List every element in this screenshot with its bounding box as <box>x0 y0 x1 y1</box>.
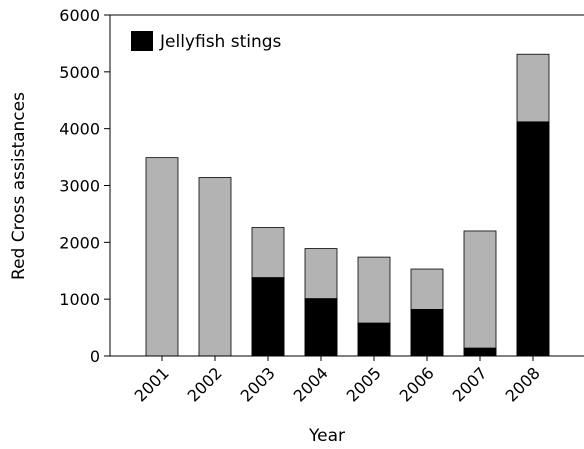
y-tick-label: 1000 <box>59 290 100 309</box>
x-tick-label: 2007 <box>449 363 491 405</box>
x-tick-label: 2005 <box>343 363 385 405</box>
x-tick-label: 2004 <box>290 363 332 405</box>
bar-total-2001 <box>145 157 179 357</box>
bar-total-2002 <box>198 177 232 357</box>
plot-frame <box>109 14 584 357</box>
bar-subset-2004 <box>304 298 338 357</box>
bar-subset-2007 <box>463 347 497 357</box>
y-tick-label: 3000 <box>59 177 100 196</box>
legend-label-jellyfish: Jellyfish stings <box>159 32 282 52</box>
y-tick-label: 0 <box>90 347 100 366</box>
bars-group <box>145 53 550 357</box>
y-tick-label: 4000 <box>59 120 100 139</box>
x-tick-label: 2006 <box>396 363 438 405</box>
bar-total-2007 <box>463 230 497 357</box>
y-tick-label: 2000 <box>59 233 100 252</box>
legend: Jellyfish stings <box>131 31 282 52</box>
bar-subset-2003 <box>251 277 285 357</box>
y-tick-label: 6000 <box>59 6 100 25</box>
legend-swatch-jellyfish <box>131 31 153 51</box>
bar-subset-2005 <box>357 322 391 357</box>
x-axis-label: Year <box>308 426 345 446</box>
x-tick-label: 2003 <box>237 363 279 405</box>
bar-subset-2006 <box>410 308 444 357</box>
y-axis-label: Red Cross assistances <box>9 92 29 280</box>
y-tick-label: 5000 <box>59 63 100 82</box>
x-tick-label: 2008 <box>502 363 544 405</box>
y-axis: 0 1000 2000 3000 4000 5000 6000 <box>59 6 110 366</box>
x-tick-label: 2002 <box>184 363 226 405</box>
x-tick-label: 2001 <box>131 363 173 405</box>
bar-subset-2008 <box>516 121 550 357</box>
x-axis: 2001 2002 2003 2004 2005 2006 2007 2008 <box>131 356 544 406</box>
